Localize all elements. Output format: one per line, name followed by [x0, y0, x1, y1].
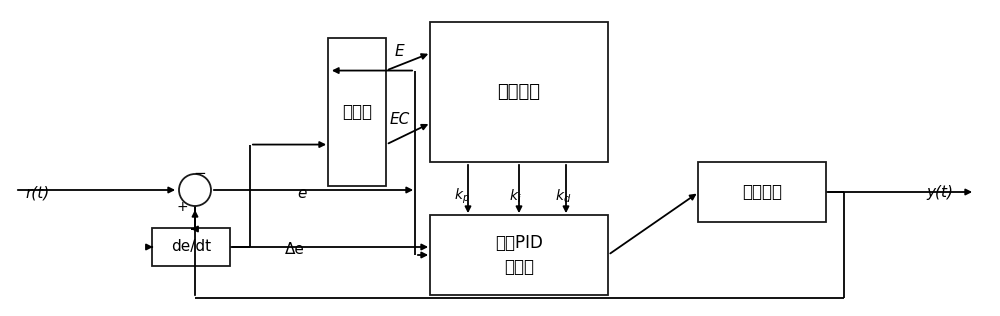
Text: de/dt: de/dt	[171, 240, 211, 254]
Text: E: E	[395, 45, 405, 59]
Text: −: −	[194, 167, 206, 181]
Bar	[698, 162, 826, 222]
Text: e: e	[297, 186, 307, 202]
Text: Δe: Δe	[285, 241, 305, 257]
Text: 模糊化: 模糊化	[342, 103, 372, 121]
Text: 模糊推理: 模糊推理	[498, 83, 540, 101]
Bar	[152, 228, 230, 266]
Text: 传统PID
控制器: 传统PID 控制器	[495, 234, 543, 276]
Bar	[430, 215, 608, 295]
Text: 被控对象: 被控对象	[742, 183, 782, 201]
Bar	[328, 38, 386, 186]
Text: +: +	[176, 200, 188, 214]
Text: y(t): y(t)	[926, 185, 954, 200]
Text: r(t): r(t)	[26, 185, 50, 200]
Bar	[430, 22, 608, 162]
Text: $k_d$: $k_d$	[555, 187, 571, 205]
Text: $k_p$: $k_p$	[454, 186, 470, 206]
Text: $k_i$: $k_i$	[509, 187, 521, 205]
Circle shape	[179, 174, 211, 206]
Text: EC: EC	[390, 112, 410, 127]
